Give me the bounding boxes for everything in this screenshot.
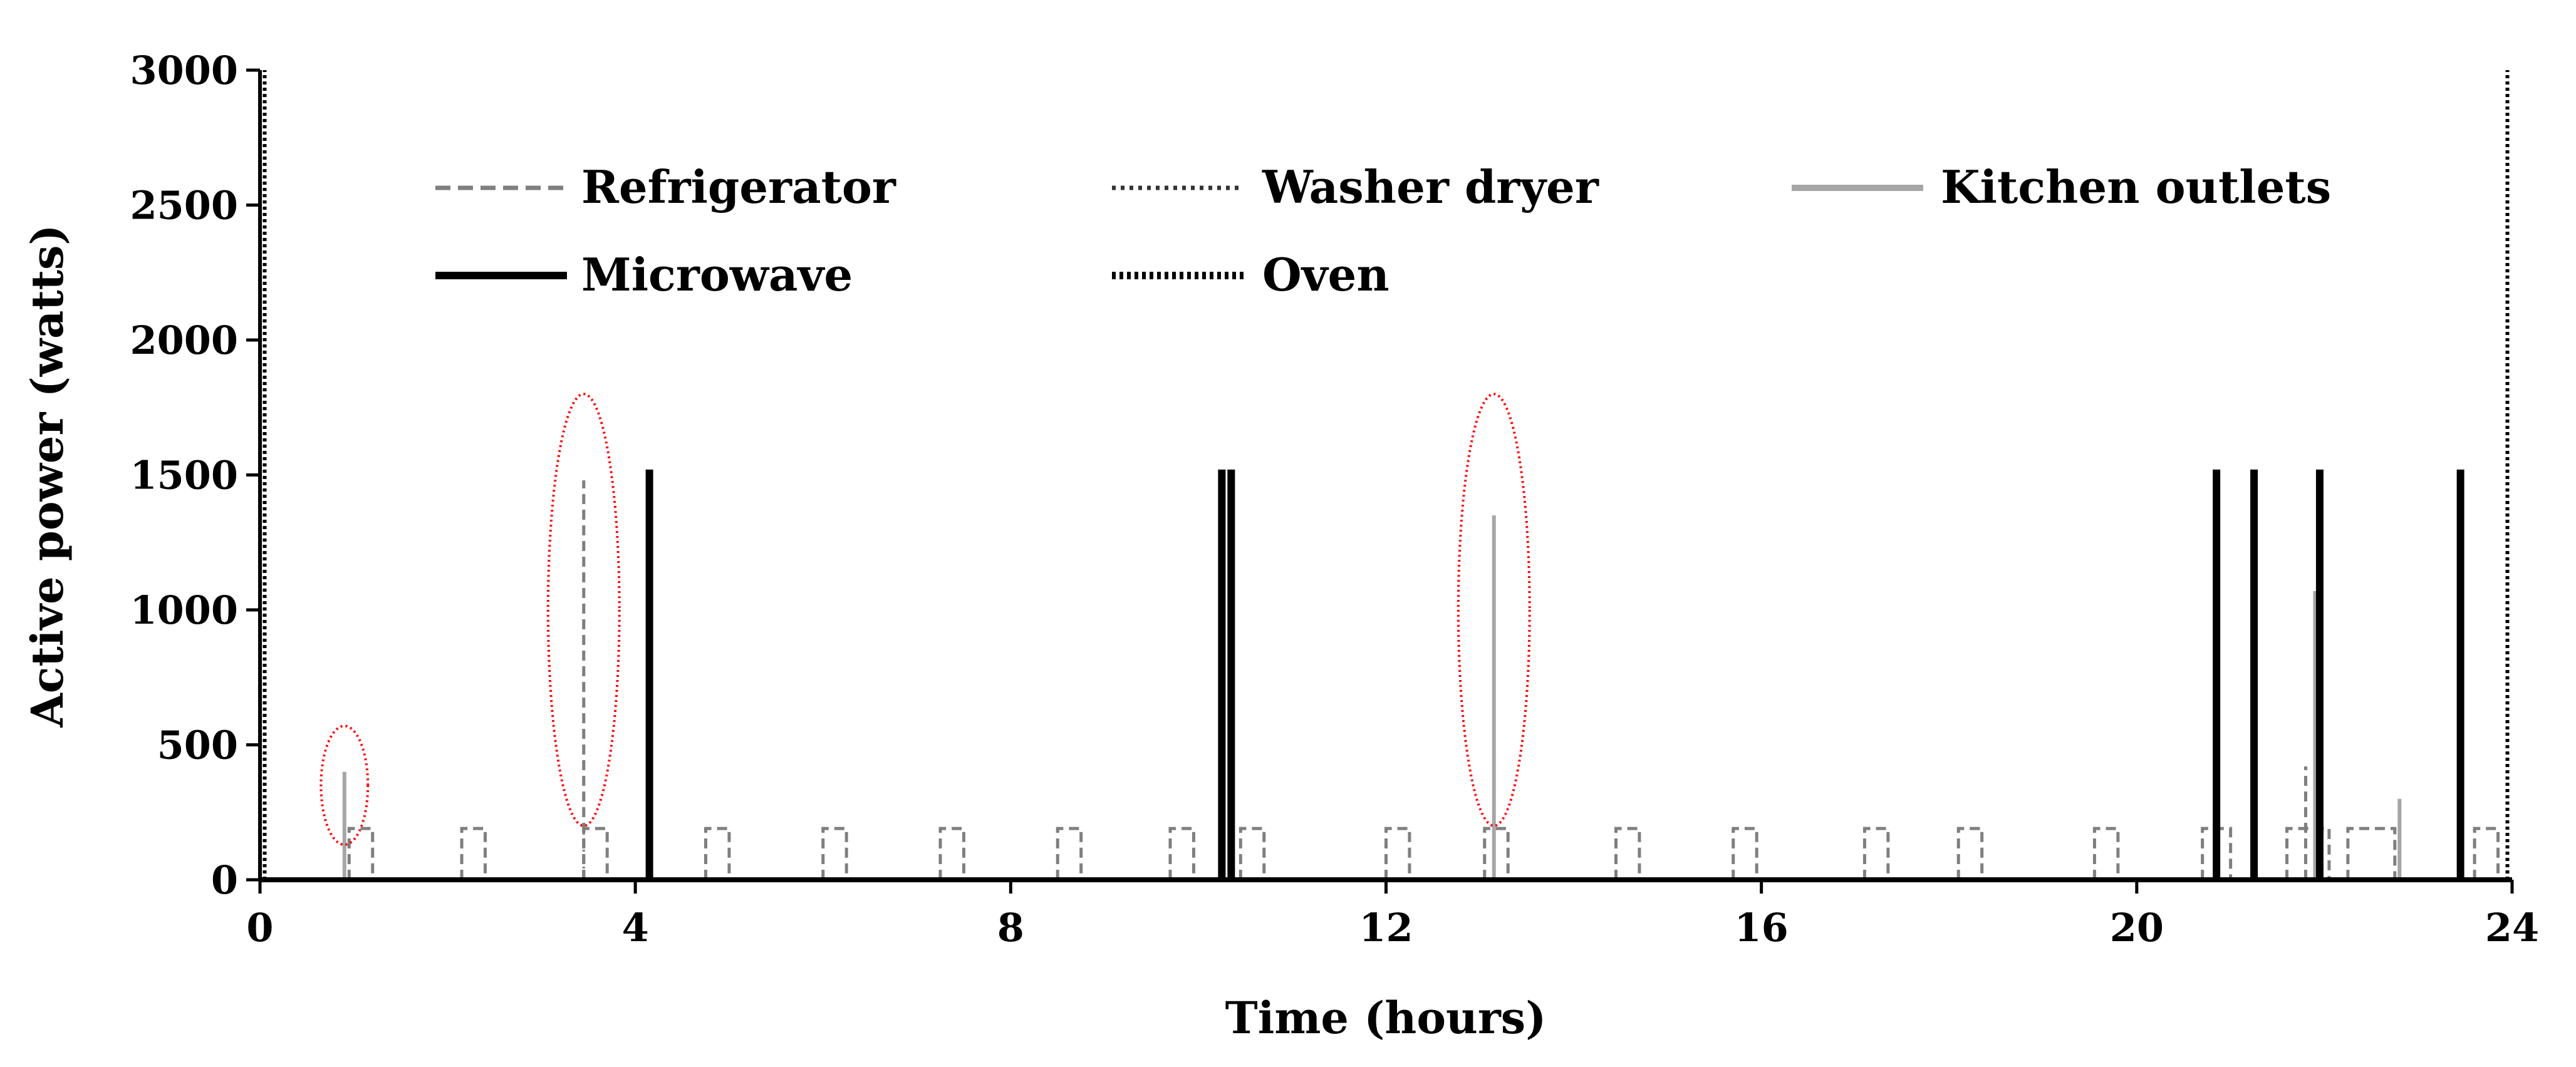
refrigerator-cycle [1732, 827, 1758, 880]
legend-label-oven: Oven [1262, 248, 1389, 301]
highlight-ellipse [546, 393, 621, 827]
y-tick-label: 2500 [130, 183, 238, 229]
refrigerator-cycle [2473, 827, 2500, 880]
legend-label-microwave: Microwave [581, 248, 853, 301]
x-tick-label: 4 [622, 905, 649, 951]
x-ticks: 0 4 8 12 16 20 24 [246, 880, 2539, 951]
x-tick-label: 16 [1735, 905, 1789, 951]
refrigerator-cycle [2346, 827, 2397, 880]
x-tick-label: 8 [997, 905, 1024, 951]
refrigerator-cycle [1168, 827, 1195, 880]
refrigerator-cycle [1483, 827, 1510, 880]
refrigerator-cycle [1862, 827, 1890, 880]
refrigerator-cycle [1956, 827, 1984, 880]
refrigerator-cycle [938, 827, 965, 880]
refrigerator-cycle [1056, 827, 1083, 880]
y-axis-label: Active power (watts) [21, 224, 73, 728]
refrigerator-cycle [1614, 827, 1641, 880]
y-tick-label: 2000 [130, 317, 238, 363]
x-axis-label: Time (hours) [1225, 992, 1547, 1044]
y-tick-label: 3000 [130, 48, 238, 93]
refrigerator-cycle [347, 827, 375, 880]
refrigerator-cycle [704, 827, 731, 880]
refrigerator-cycle [460, 827, 487, 880]
x-tick-label: 24 [2485, 905, 2539, 951]
x-tick-label: 0 [246, 905, 273, 951]
plot-marks [262, 70, 2510, 880]
legend-label-washer-dryer: Washer dryer [1262, 160, 1599, 214]
legend: Refrigerator Washer dryer Kitchen outlet… [435, 160, 2331, 301]
annotation-marks [319, 393, 1531, 846]
legend-label-kitchen-outlets: Kitchen outlets [1941, 160, 2331, 214]
refrigerator-cycle [2285, 827, 2331, 880]
x-tick-label: 12 [1359, 905, 1413, 951]
highlight-ellipse [1457, 393, 1531, 827]
refrigerator-cycle [1239, 827, 1266, 880]
legend-label-refrigerator: Refrigerator [581, 160, 896, 214]
refrigerator-cycle [582, 827, 609, 880]
y-tick-label: 0 [211, 857, 238, 903]
y-tick-label: 1000 [130, 587, 238, 633]
refrigerator-cycle [821, 827, 848, 880]
refrigerator-cycle [2092, 827, 2120, 880]
highlight-ellipse [319, 724, 370, 846]
y-ticks: 0 500 1000 1500 2000 2500 3000 [130, 48, 260, 903]
x-tick-label: 20 [2110, 905, 2164, 951]
refrigerator-cycle [1384, 827, 1411, 880]
y-tick-label: 1500 [130, 453, 238, 498]
y-tick-label: 500 [157, 723, 238, 768]
